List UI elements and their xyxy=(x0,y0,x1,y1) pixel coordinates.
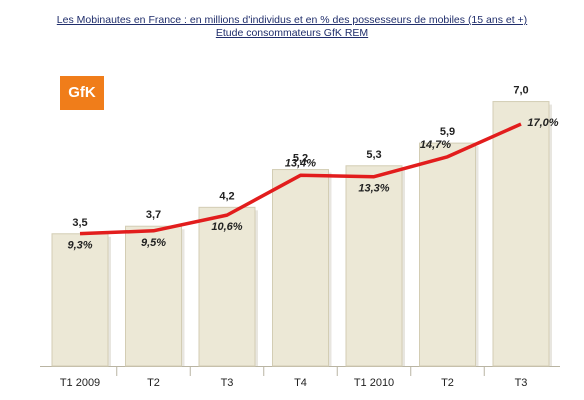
x-tick-label: T1 2010 xyxy=(354,377,394,389)
chart-title: Les Mobinautes en France : en millions d… xyxy=(0,14,584,40)
line-value-label: 14,7% xyxy=(420,139,451,151)
bar xyxy=(272,169,329,367)
bar-value-label: 4,2 xyxy=(219,190,234,202)
x-tick-label: T1 2009 xyxy=(60,377,100,389)
bar xyxy=(345,165,403,367)
gfk-logo: GfK xyxy=(60,76,104,110)
bar xyxy=(198,206,256,367)
bar-value-label: 3,5 xyxy=(72,217,87,229)
line-value-label: 9,5% xyxy=(141,237,166,249)
bar-value-label: 3,7 xyxy=(146,209,161,221)
title-line-2: Etude consommateurs GfK REM xyxy=(215,27,369,39)
bar xyxy=(51,233,109,367)
x-tick-label: T2 xyxy=(441,377,454,389)
x-tick-label: T2 xyxy=(147,377,160,389)
bar-value-label: 5,9 xyxy=(440,126,455,138)
bar xyxy=(125,225,182,367)
line-value-label: 10,6% xyxy=(211,221,242,233)
line-value-label: 13,3% xyxy=(358,183,389,195)
x-tick-label: T3 xyxy=(515,377,528,389)
bar-value-label: 5,2 xyxy=(293,153,308,165)
percent-line xyxy=(79,122,522,236)
x-tick-label: T3 xyxy=(221,377,234,389)
bar xyxy=(492,101,550,367)
x-tick-label: T4 xyxy=(294,377,307,389)
line-value-label: 13,4% xyxy=(285,157,316,169)
line-value-label: 9,3% xyxy=(67,240,92,252)
bar xyxy=(419,142,476,367)
bar-value-label: 7,0 xyxy=(513,85,528,97)
bar-value-label: 5,3 xyxy=(366,149,381,161)
title-line-1: Les Mobinautes en France : en millions d… xyxy=(56,14,528,26)
line-value-label: 17,0% xyxy=(527,117,558,129)
